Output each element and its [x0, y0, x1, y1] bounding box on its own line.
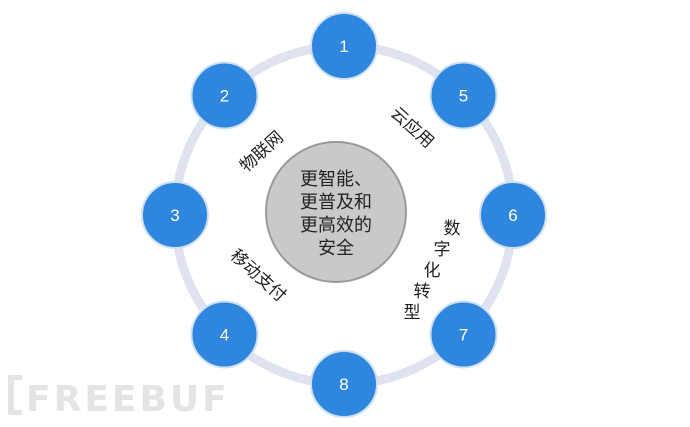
node-label: 4 [220, 326, 229, 345]
node-3: 3 [141, 181, 209, 249]
center-circle [265, 141, 407, 283]
node-circle [141, 181, 209, 249]
node-circle [479, 181, 547, 249]
node-circle [190, 61, 259, 130]
node-1: 1 [310, 12, 378, 80]
node-label: 2 [220, 86, 229, 105]
node-group: 1 5 6 7 8 4 3 2 [141, 12, 547, 418]
node-circle [429, 61, 498, 130]
node-circle [310, 12, 378, 80]
watermark-bracket-top [8, 375, 22, 380]
node-7: 7 [429, 300, 498, 369]
watermark-bracket-bottom [8, 410, 22, 415]
node-label: 8 [339, 375, 348, 394]
node-label: 6 [508, 206, 517, 225]
watermark-text: FREEBUF [26, 379, 230, 420]
center-line-3: 更高效的 [300, 215, 372, 236]
topic-digital-text: 数字化转型 [404, 219, 461, 323]
node-label: 1 [339, 37, 348, 56]
node-5: 5 [429, 61, 498, 130]
center-line-2: 更普及和 [300, 192, 372, 213]
node-circle [190, 300, 259, 369]
topic-cloud: 云应用 [386, 104, 437, 153]
center-line-4: 安全 [318, 238, 354, 259]
node-circle [429, 300, 498, 369]
center-hub: 更智能、 更普及和 更高效的 安全 [265, 141, 407, 283]
freebuf-watermark: FREEBUF [8, 375, 230, 420]
node-circle [310, 350, 378, 418]
center-line-1: 更智能、 [300, 169, 372, 190]
node-6: 6 [479, 181, 547, 249]
node-8: 8 [310, 350, 378, 418]
topic-digital-transformation: 数字化转型 [404, 219, 461, 323]
node-4: 4 [190, 300, 259, 369]
node-label: 3 [170, 206, 179, 225]
node-label: 5 [459, 86, 468, 105]
node-label: 7 [459, 326, 468, 345]
watermark-bracket [8, 375, 14, 415]
node-2: 2 [190, 61, 259, 130]
